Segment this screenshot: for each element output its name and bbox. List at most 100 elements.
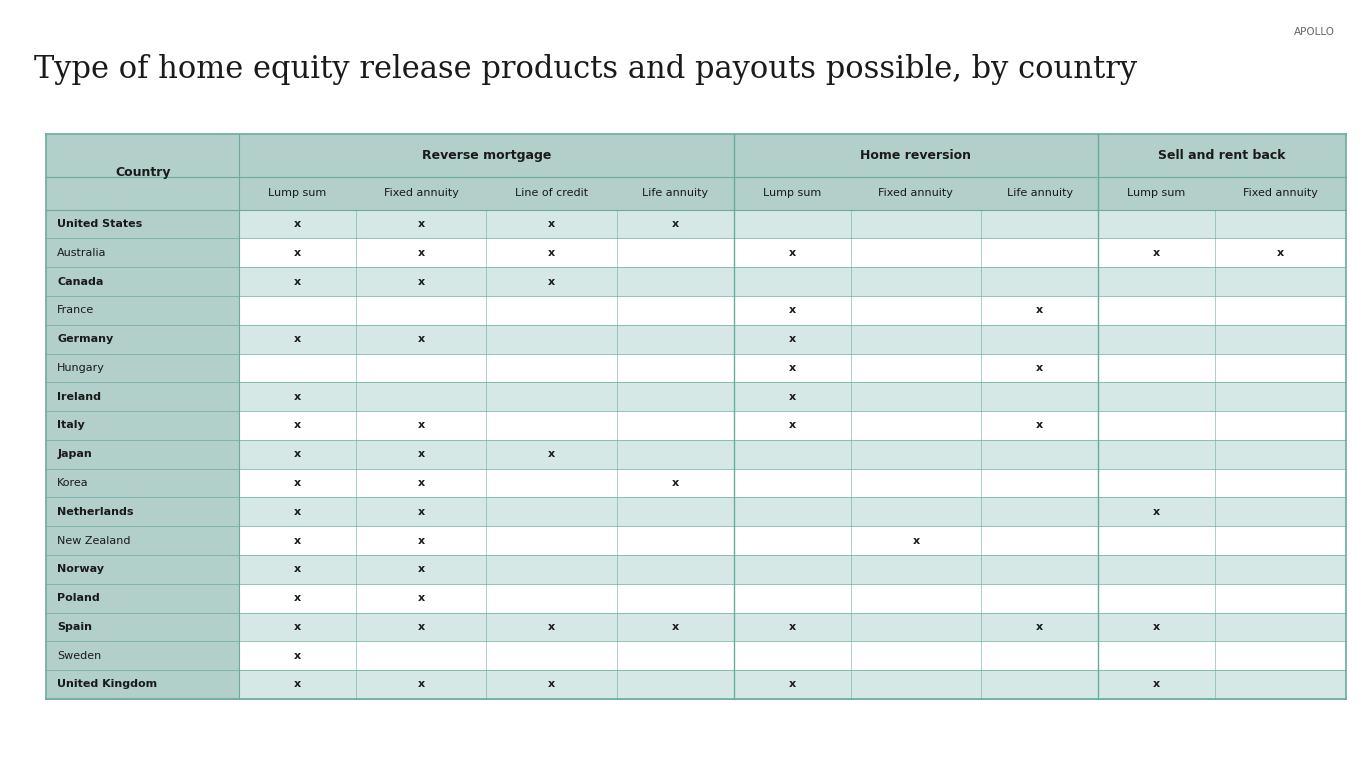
Bar — [734, 584, 851, 613]
Bar — [486, 584, 617, 613]
Bar — [355, 613, 486, 641]
Bar — [851, 613, 981, 641]
Text: x: x — [294, 276, 301, 286]
Text: Spain: Spain — [57, 622, 93, 632]
Text: Sell and rent back: Sell and rent back — [1158, 149, 1285, 162]
Bar — [239, 468, 355, 498]
Text: Country: Country — [115, 166, 171, 178]
Bar — [981, 382, 1098, 411]
Bar — [851, 468, 981, 498]
Bar — [617, 584, 734, 613]
Text: x: x — [294, 507, 301, 517]
Text: x: x — [672, 219, 679, 229]
Bar — [734, 382, 851, 411]
Bar — [734, 613, 851, 641]
Text: x: x — [294, 593, 301, 603]
Bar — [734, 238, 851, 267]
Bar — [981, 411, 1098, 440]
Bar — [46, 641, 239, 670]
Text: x: x — [294, 622, 301, 632]
Text: x: x — [418, 421, 425, 431]
Bar — [239, 210, 355, 238]
Text: x: x — [294, 248, 301, 258]
Bar — [734, 411, 851, 440]
Bar — [617, 210, 734, 238]
Bar — [851, 382, 981, 411]
Text: Lump sum: Lump sum — [268, 188, 326, 198]
Bar — [355, 210, 486, 238]
Bar — [617, 382, 734, 411]
Text: x: x — [294, 449, 301, 459]
Bar — [46, 134, 239, 210]
Bar — [239, 134, 734, 177]
Bar — [486, 498, 617, 526]
Bar — [46, 613, 239, 641]
Bar — [46, 468, 239, 498]
Bar — [46, 670, 239, 699]
Bar — [46, 325, 239, 353]
Bar — [1098, 353, 1214, 382]
Bar — [1214, 468, 1346, 498]
Bar — [1214, 584, 1346, 613]
Bar — [46, 296, 239, 325]
Bar — [617, 670, 734, 699]
Bar — [1214, 353, 1346, 382]
Text: x: x — [672, 478, 679, 488]
Bar — [46, 267, 239, 296]
Text: Fixed annuity: Fixed annuity — [1243, 188, 1318, 198]
Text: x: x — [1035, 421, 1044, 431]
Bar — [617, 498, 734, 526]
Bar — [734, 353, 851, 382]
Text: x: x — [418, 535, 425, 545]
Bar — [851, 670, 981, 699]
Bar — [851, 584, 981, 613]
Bar — [1098, 177, 1346, 210]
Bar — [355, 468, 486, 498]
Bar — [1214, 613, 1346, 641]
Bar — [734, 468, 851, 498]
Bar — [734, 296, 851, 325]
Text: Poland: Poland — [57, 593, 100, 603]
Text: x: x — [788, 363, 796, 373]
Bar — [46, 382, 239, 411]
Bar — [355, 411, 486, 440]
Bar — [239, 325, 355, 353]
Bar — [1098, 670, 1214, 699]
Bar — [486, 267, 617, 296]
Text: Germany: Germany — [57, 334, 113, 344]
Bar — [486, 641, 617, 670]
Bar — [355, 641, 486, 670]
Text: Netherlands: Netherlands — [57, 507, 134, 517]
Bar — [239, 353, 355, 382]
Bar — [1214, 411, 1346, 440]
Bar — [239, 498, 355, 526]
Bar — [486, 411, 617, 440]
Text: x: x — [294, 219, 301, 229]
Bar — [981, 526, 1098, 555]
Bar — [1214, 498, 1346, 526]
Text: x: x — [418, 622, 425, 632]
Text: Japan: Japan — [57, 449, 92, 459]
Text: x: x — [418, 276, 425, 286]
Text: x: x — [788, 334, 796, 344]
Bar — [734, 177, 1098, 210]
Bar — [734, 555, 851, 584]
Text: x: x — [1035, 622, 1044, 632]
Bar — [1098, 325, 1214, 353]
Text: United States: United States — [57, 219, 142, 229]
Bar — [1098, 613, 1214, 641]
Bar — [734, 498, 851, 526]
Text: United Kingdom: United Kingdom — [57, 680, 157, 690]
Bar — [355, 353, 486, 382]
Text: Norway: Norway — [57, 564, 104, 574]
Bar — [617, 613, 734, 641]
Text: x: x — [418, 593, 425, 603]
Bar — [486, 670, 617, 699]
Bar — [1214, 555, 1346, 584]
Text: x: x — [294, 564, 301, 574]
Bar — [239, 613, 355, 641]
Text: Home reversion: Home reversion — [861, 149, 971, 162]
Bar — [355, 526, 486, 555]
Bar — [851, 526, 981, 555]
Bar — [1098, 210, 1214, 238]
